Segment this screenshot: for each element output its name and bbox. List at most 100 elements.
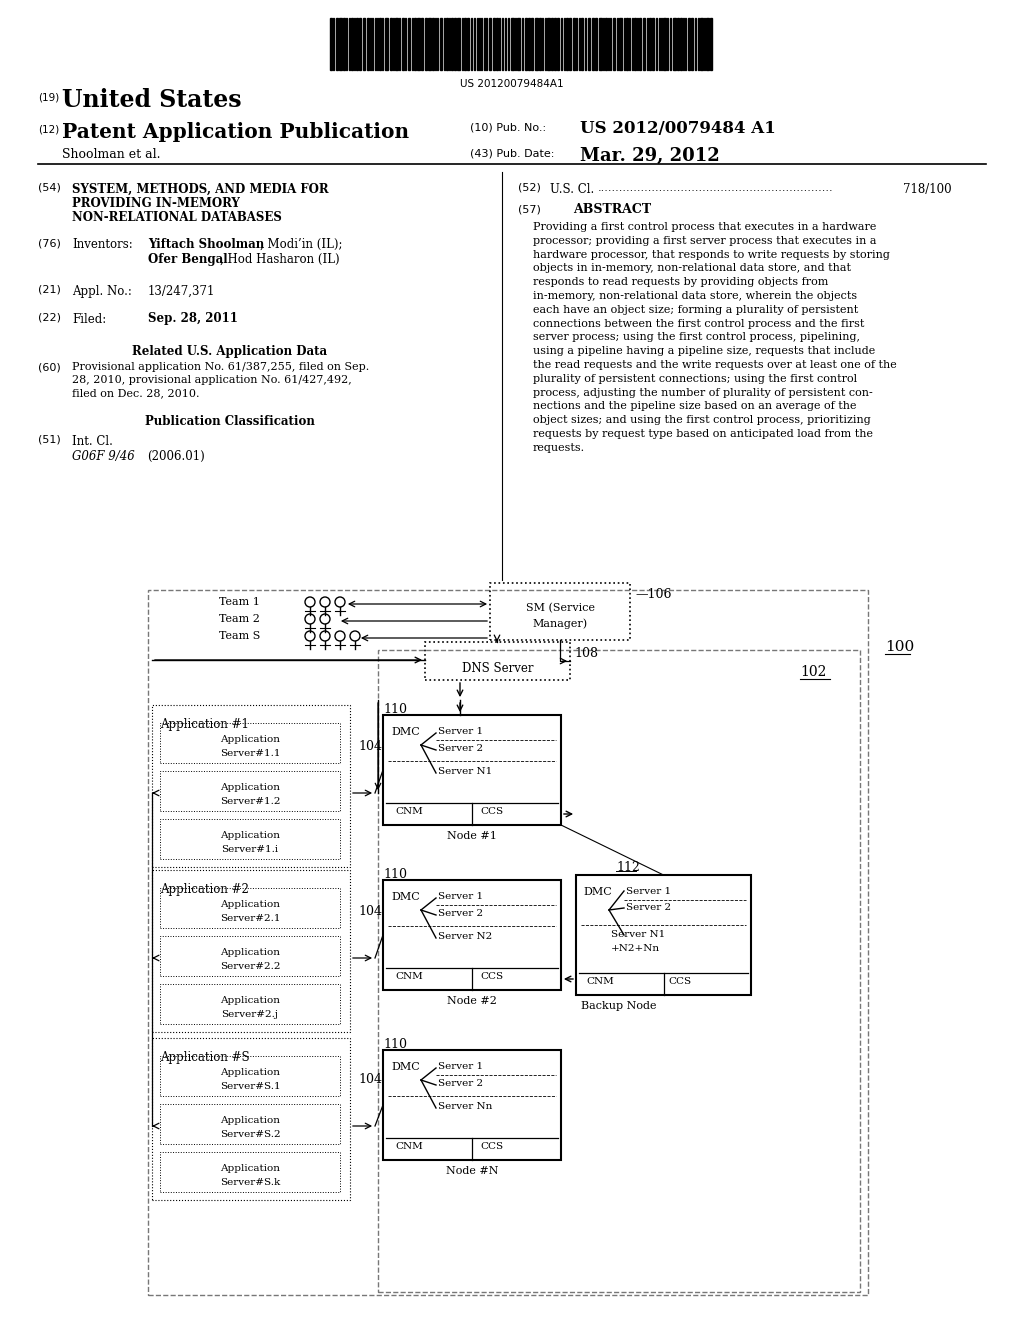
- Text: DNS Server: DNS Server: [462, 663, 534, 675]
- Text: in-memory, non-relational data store, wherein the objects: in-memory, non-relational data store, wh…: [534, 290, 857, 301]
- Text: 104: 104: [358, 741, 382, 752]
- Text: , Modi’in (IL);: , Modi’in (IL);: [260, 238, 342, 251]
- Bar: [539, 18, 541, 70]
- Bar: [673, 18, 676, 70]
- Bar: [637, 18, 638, 70]
- Bar: [370, 18, 371, 70]
- Bar: [336, 18, 338, 70]
- Text: Server#1.2: Server#1.2: [220, 797, 281, 807]
- Bar: [493, 18, 495, 70]
- Bar: [618, 18, 622, 70]
- Text: Server#2.2: Server#2.2: [220, 962, 281, 972]
- Bar: [395, 18, 397, 70]
- Text: CNM: CNM: [586, 977, 613, 986]
- Text: 13/247,371: 13/247,371: [148, 285, 215, 298]
- Bar: [528, 18, 530, 70]
- Text: 28, 2010, provisional application No. 61/427,492,: 28, 2010, provisional application No. 61…: [72, 375, 352, 385]
- Text: Application: Application: [220, 832, 280, 840]
- Bar: [565, 18, 567, 70]
- Text: Shoolman et al.: Shoolman et al.: [62, 148, 161, 161]
- Text: (51): (51): [38, 436, 60, 445]
- Text: process, adjusting the number of plurality of persistent con-: process, adjusting the number of plurali…: [534, 388, 872, 397]
- Text: 112: 112: [616, 861, 640, 874]
- Text: U.S. Cl.: U.S. Cl.: [550, 183, 594, 195]
- Text: Team 2: Team 2: [219, 614, 260, 624]
- Bar: [473, 18, 475, 70]
- Bar: [362, 18, 365, 70]
- Bar: [607, 18, 609, 70]
- Bar: [339, 18, 341, 70]
- Text: hardware processor, that responds to write requests by storing: hardware processor, that responds to wri…: [534, 249, 890, 260]
- Text: Application #1: Application #1: [160, 718, 249, 731]
- Bar: [649, 18, 651, 70]
- Text: Server#1.i: Server#1.i: [221, 845, 279, 854]
- Bar: [626, 18, 628, 70]
- Text: DMC: DMC: [391, 1063, 420, 1072]
- Bar: [343, 18, 344, 70]
- Text: (2006.01): (2006.01): [147, 450, 205, 463]
- Bar: [488, 18, 490, 70]
- Text: Server 2: Server 2: [438, 744, 483, 752]
- Text: Application: Application: [220, 997, 280, 1005]
- Bar: [505, 18, 506, 70]
- Text: Server 1: Server 1: [438, 727, 483, 737]
- Text: Manager): Manager): [532, 618, 588, 628]
- Text: (19): (19): [38, 92, 59, 102]
- Text: Node #1: Node #1: [447, 832, 497, 841]
- Text: the read requests and the write requests over at least one of the: the read requests and the write requests…: [534, 360, 897, 370]
- Bar: [655, 18, 657, 70]
- Bar: [535, 18, 538, 70]
- Text: CCS: CCS: [669, 977, 691, 986]
- Text: each have an object size; forming a plurality of persistent: each have an object size; forming a plur…: [534, 305, 858, 314]
- Text: plurality of persistent connections; using the first control: plurality of persistent connections; usi…: [534, 374, 857, 384]
- Text: (22): (22): [38, 313, 61, 323]
- Text: connections between the first control process and the first: connections between the first control pr…: [534, 318, 864, 329]
- Text: Server 1: Server 1: [626, 887, 671, 896]
- Text: server process; using the first control process, pipelining,: server process; using the first control …: [534, 333, 860, 342]
- Text: G06F 9/46: G06F 9/46: [72, 450, 135, 463]
- Bar: [414, 18, 416, 70]
- Text: CNM: CNM: [395, 807, 423, 816]
- Bar: [446, 18, 447, 70]
- Bar: [367, 18, 369, 70]
- Text: requests.: requests.: [534, 442, 585, 453]
- Bar: [462, 18, 463, 70]
- Text: CNM: CNM: [395, 972, 423, 981]
- Bar: [351, 18, 352, 70]
- Bar: [554, 18, 556, 70]
- Text: Backup Node: Backup Node: [581, 1001, 656, 1011]
- Bar: [531, 18, 534, 70]
- Text: United States: United States: [62, 88, 242, 112]
- Text: Server Nn: Server Nn: [438, 1102, 493, 1111]
- Text: US 20120079484A1: US 20120079484A1: [460, 79, 564, 88]
- Text: SYSTEM, METHODS, AND MEDIA FOR: SYSTEM, METHODS, AND MEDIA FOR: [72, 183, 329, 195]
- Bar: [359, 18, 361, 70]
- Text: 110: 110: [383, 1038, 407, 1051]
- Bar: [680, 18, 682, 70]
- Bar: [511, 18, 513, 70]
- Text: (21): (21): [38, 285, 60, 294]
- Text: DMC: DMC: [391, 892, 420, 902]
- Bar: [592, 18, 594, 70]
- Bar: [551, 18, 553, 70]
- Text: Filed:: Filed:: [72, 313, 106, 326]
- Text: CCS: CCS: [480, 1142, 503, 1151]
- Bar: [524, 18, 527, 70]
- Bar: [699, 18, 702, 70]
- Text: Related U.S. Application Data: Related U.S. Application Data: [132, 345, 328, 358]
- Bar: [454, 18, 456, 70]
- Text: Server N2: Server N2: [438, 932, 493, 941]
- Text: (76): (76): [38, 238, 60, 248]
- Bar: [687, 18, 690, 70]
- Text: Application: Application: [220, 948, 280, 957]
- Text: Mar. 29, 2012: Mar. 29, 2012: [580, 147, 720, 165]
- Text: Yiftach Shoolman: Yiftach Shoolman: [148, 238, 264, 251]
- Text: responds to read requests by providing objects from: responds to read requests by providing o…: [534, 277, 828, 288]
- Text: Application: Application: [220, 900, 280, 909]
- Bar: [667, 18, 668, 70]
- Bar: [398, 18, 400, 70]
- Text: Patent Application Publication: Patent Application Publication: [62, 121, 410, 143]
- Bar: [605, 18, 606, 70]
- Text: requests by request type based on anticipated load from the: requests by request type based on antici…: [534, 429, 873, 440]
- Text: (10) Pub. No.:: (10) Pub. No.:: [470, 121, 546, 132]
